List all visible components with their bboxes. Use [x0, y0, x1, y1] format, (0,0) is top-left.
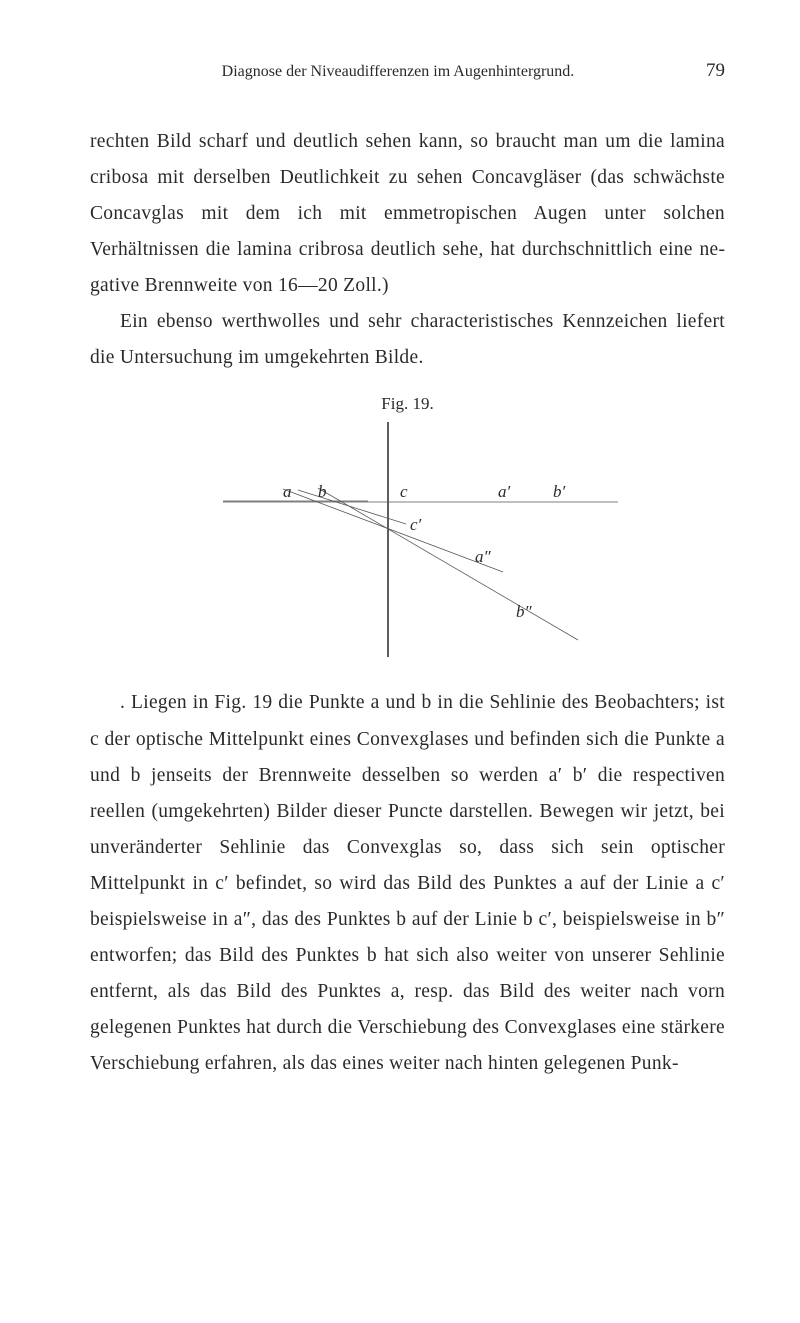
svg-text:b″: b″: [516, 602, 533, 621]
paragraph-3: . Liegen in Fig. 19 die Punkte a und b i…: [90, 685, 725, 1082]
svg-text:b: b: [318, 482, 327, 501]
paragraph-2: Ein ebenso werthwolles und sehr characte…: [90, 304, 725, 376]
figure-19: a b c a′ b′ c′ a″ b″: [90, 422, 725, 657]
svg-text:a: a: [283, 482, 292, 501]
svg-text:a′: a′: [498, 482, 511, 501]
page-number: 79: [706, 60, 725, 82]
svg-text:c′: c′: [410, 515, 422, 534]
paragraph-1: rechten Bild scharf und deutlich sehen k…: [90, 124, 725, 304]
svg-text:c: c: [400, 482, 408, 501]
svg-text:a″: a″: [475, 547, 492, 566]
svg-text:b′: b′: [553, 482, 566, 501]
running-head: Diagnose der Niveaudifferenzen im Augenh…: [90, 63, 706, 81]
figure-19-svg: a b c a′ b′ c′ a″ b″: [188, 422, 628, 657]
figure-caption: Fig. 19.: [90, 394, 725, 414]
